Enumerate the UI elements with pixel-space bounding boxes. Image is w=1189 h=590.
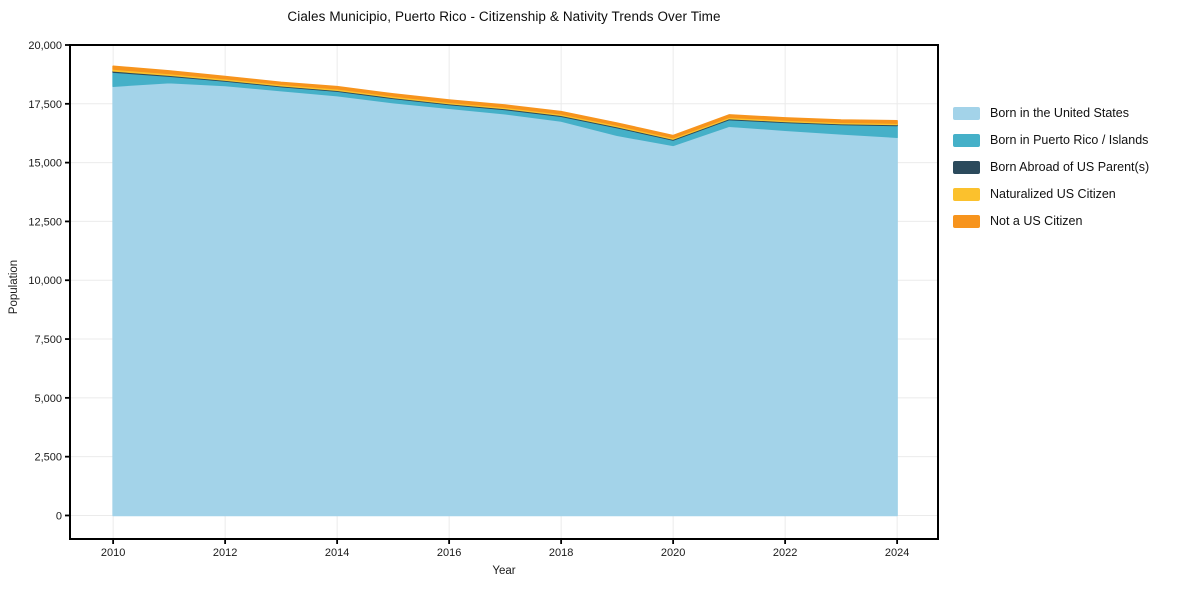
y-tick-label: 12,500: [28, 216, 62, 228]
axis-ticks: [65, 44, 899, 544]
legend-item-born-in-puerto-rico-islands: Born in Puerto Rico / Islands: [953, 131, 1149, 149]
x-tick-label: 2010: [101, 547, 125, 559]
x-tick-label: 2024: [885, 547, 909, 559]
plot-border: [69, 44, 939, 540]
area-series-born-in-the-united-states: [112, 81, 898, 517]
plot-area: [112, 65, 898, 517]
axis-tick-labels: 2010 2012 2014 2016 2018 2020 2022 2024 0 2,500 5,…: [28, 40, 909, 559]
x-tick-label: 2020: [661, 547, 685, 559]
legend-swatch: [953, 214, 980, 228]
y-tick-label: 5,000: [34, 393, 62, 405]
x-axis-label: Year: [492, 565, 516, 577]
legend-label: Born Abroad of US Parent(s): [990, 160, 1150, 174]
legend-swatch: [953, 133, 980, 147]
x-tick-label: 2014: [325, 547, 349, 559]
y-tick-label: 10,000: [28, 275, 62, 287]
y-tick-label: 0: [56, 510, 62, 522]
y-tick-label: 17,500: [28, 99, 62, 111]
y-tick-label: 7,500: [34, 334, 62, 346]
legend-label: Born in the United States: [990, 106, 1129, 120]
x-tick-label: 2022: [773, 547, 797, 559]
legend-label: Naturalized US Citizen: [990, 187, 1116, 201]
legend-item-born-in-the-united-states: Born in the United States: [953, 104, 1149, 122]
legend: Born in the United States Born in Puerto …: [953, 104, 1149, 239]
x-tick-label: 2018: [549, 547, 573, 559]
y-tick-label: 2,500: [34, 452, 62, 464]
y-tick-label: 15,000: [28, 158, 62, 170]
legend-label: Born in Puerto Rico / Islands: [990, 133, 1149, 147]
legend-label: Not a US Citizen: [990, 214, 1083, 228]
legend-item-not-a-us-citizen: Not a US Citizen: [953, 212, 1149, 230]
legend-swatch: [953, 160, 980, 174]
y-axis-label: Population: [8, 259, 20, 315]
legend-swatch: [953, 187, 980, 201]
legend-item-naturalized-us-citizen: Naturalized US Citizen: [953, 185, 1149, 203]
x-tick-label: 2012: [213, 547, 237, 559]
y-tick-label: 20,000: [28, 40, 62, 52]
legend-item-born-abroad-of-us-parent-s: Born Abroad of US Parent(s): [953, 158, 1149, 176]
x-tick-label: 2016: [437, 547, 461, 559]
area-series-not-a-us-citizen: [112, 65, 898, 139]
legend-swatch: [953, 106, 980, 120]
chart-title: Ciales Municipio, Puerto Rico - Citizens…: [287, 9, 721, 24]
